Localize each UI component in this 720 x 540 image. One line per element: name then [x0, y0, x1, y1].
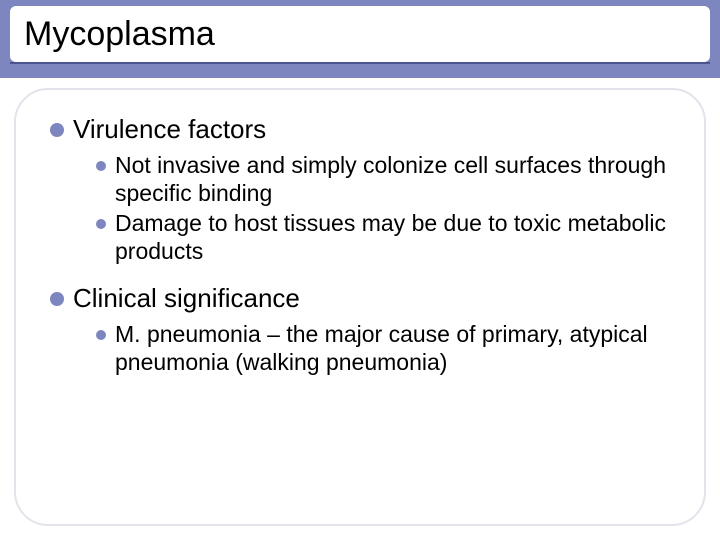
bullet-icon [96, 161, 106, 171]
title-box: Mycoplasma [10, 6, 710, 62]
section-clinical: Clinical significance M. pneumonia – the… [50, 283, 674, 376]
title-underline [10, 62, 710, 64]
item-text: M. pneumonia – the major cause of primar… [115, 320, 674, 376]
list-item: M. pneumonia – the major cause of primar… [96, 320, 674, 376]
slide: Mycoplasma Virulence factors Not invasiv… [0, 0, 720, 540]
heading-text: Clinical significance [73, 283, 300, 314]
content-box: Virulence factors Not invasive and simpl… [14, 88, 706, 526]
heading-text: Virulence factors [73, 114, 266, 145]
slide-title: Mycoplasma [24, 15, 215, 54]
item-text: Not invasive and simply colonize cell su… [115, 151, 674, 207]
section-heading: Clinical significance [50, 283, 674, 314]
bullet-icon [50, 123, 64, 137]
list-item: Not invasive and simply colonize cell su… [96, 151, 674, 207]
bullet-icon [96, 219, 106, 229]
section-virulence: Virulence factors Not invasive and simpl… [50, 114, 674, 265]
bullet-icon [96, 330, 106, 340]
list-item: Damage to host tissues may be due to tox… [96, 209, 674, 265]
section-heading: Virulence factors [50, 114, 674, 145]
item-text: Damage to host tissues may be due to tox… [115, 209, 674, 265]
bullet-icon [50, 292, 64, 306]
